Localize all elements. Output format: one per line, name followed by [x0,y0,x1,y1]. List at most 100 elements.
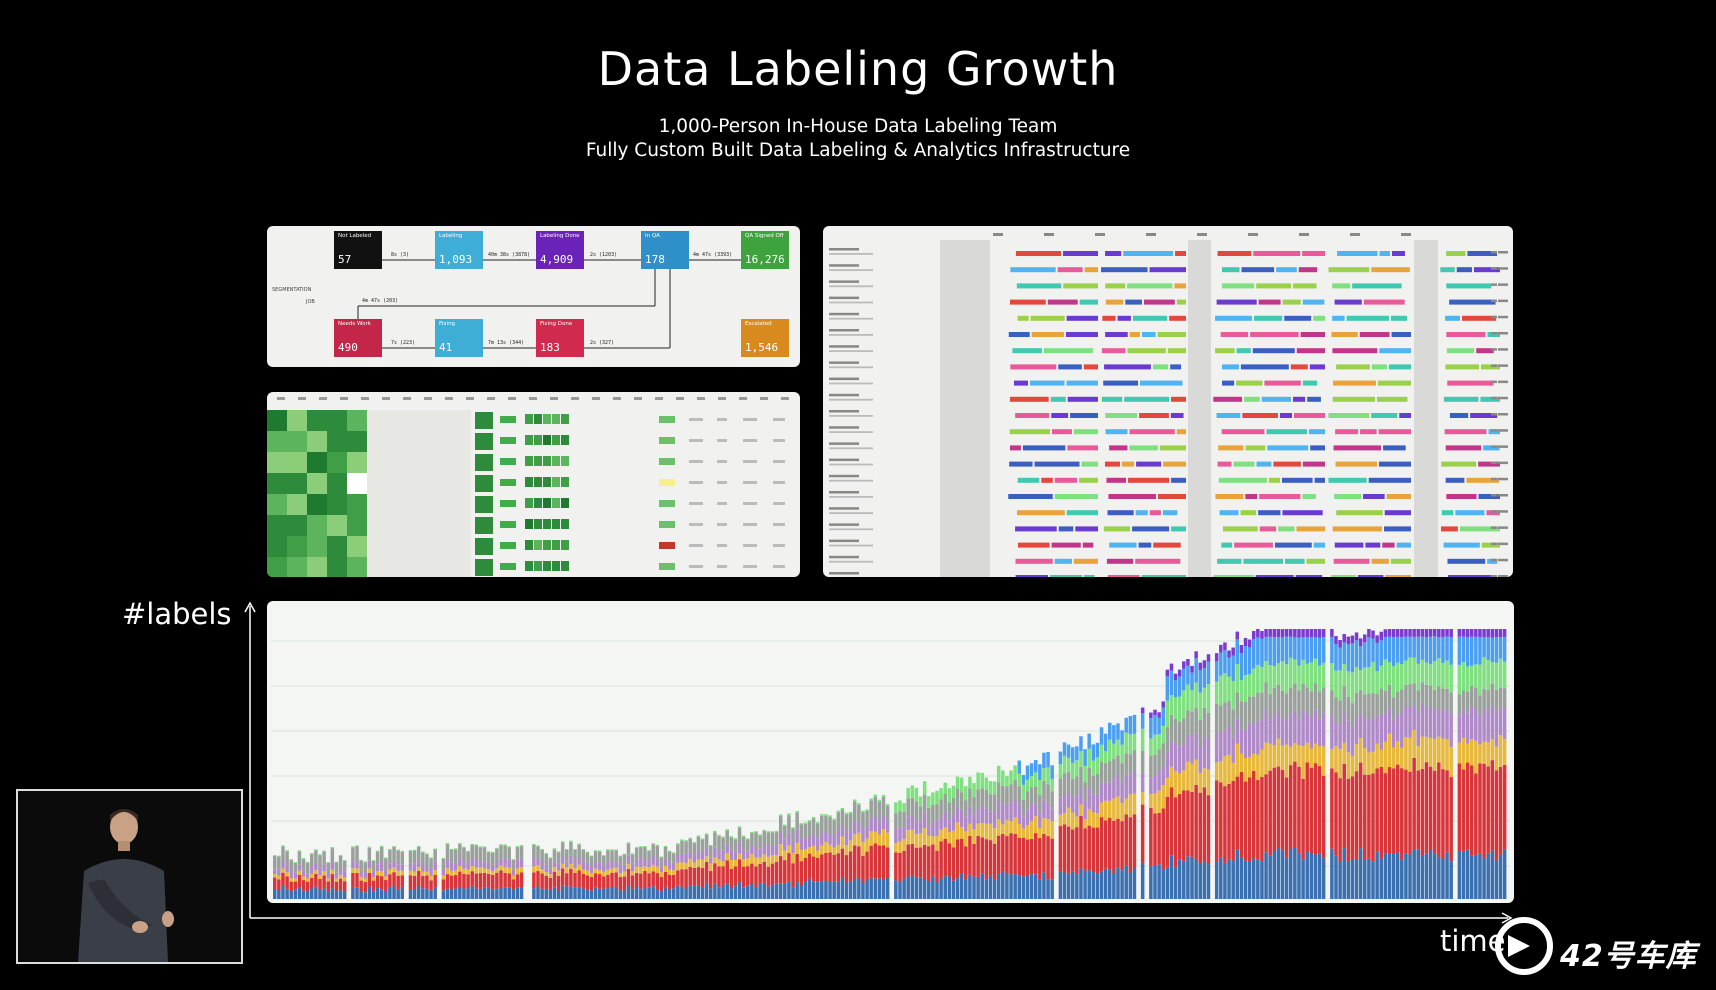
chart-bar-segment [939,878,943,899]
chart-bar-segment [902,839,906,852]
chart-bar-segment [1457,694,1462,716]
chart-bar-segment [355,846,359,862]
chart-bar-segment [643,847,647,859]
flow-node-value: 1,546 [745,341,779,354]
chart-bar-segment [692,842,697,844]
chart-bar-segment [1502,764,1507,850]
quality-bar [552,414,560,424]
chart-bar-segment [671,888,676,899]
chart-bar-segment [696,836,701,850]
chart-bar-segment [1083,870,1087,899]
chart-bar-segment [1194,785,1198,859]
timeline-hours [1498,267,1508,270]
chart-bar-segment [861,810,865,813]
chart-bar-segment [573,849,577,850]
timeline-segment [1332,348,1378,354]
timeline-segment [1368,477,1411,483]
timeline-segment [1276,267,1297,273]
chart-bar-segment [1260,630,1264,639]
chart-bar-segment [1465,743,1470,763]
chart-bar-segment [1124,798,1128,815]
timeline-segment [1295,575,1323,577]
chart-bar-segment [783,883,787,899]
chart-bar-segment [976,835,980,877]
chart-bar-segment [1025,765,1030,780]
chart-bar-segment [803,822,808,824]
chart-bar-segment [766,845,771,857]
chart-bar-segment [943,811,947,828]
timeline-segment [1383,445,1406,451]
chart-bar-segment [729,888,734,899]
chart-bar-segment [1075,776,1079,796]
chart-bar-segment [861,842,865,856]
chart-bar-segment [750,854,754,864]
chart-bar-segment [305,862,310,874]
timeline-segment [1008,494,1053,499]
row-stat [743,523,757,526]
chart-bar-segment [429,890,433,899]
timeline-segment [1441,510,1454,516]
timeline-row-label [829,248,859,251]
chart-bar-segment [622,890,627,899]
chart-bar-segment [766,832,771,846]
chart-bar-segment [643,846,647,848]
timeline-segment [1335,461,1377,467]
chart-bar-segment [1149,718,1153,739]
chart-bar-segment [1033,803,1038,817]
chart-bar-segment [634,858,639,867]
chart-bar-segment [560,868,565,886]
chart-bar-segment [569,868,573,887]
chart-bar-segment [622,864,627,872]
grid-header-tick [760,397,768,400]
chart-bar-segment [507,847,511,860]
chart-bar-segment [1264,661,1268,683]
chart-bar-segment [1437,857,1441,899]
chart-bar-segment [602,855,606,866]
chart-bar-segment [1132,866,1137,899]
chart-bar-segment [577,844,581,857]
chart-bar-segment [643,858,647,867]
chart-bar-segment [1317,691,1322,720]
chart-bar-segment [1416,712,1421,747]
timeline-segment [1236,380,1263,386]
chart-bar-segment [1379,665,1383,689]
chart-bar-segment [696,885,701,899]
chart-bar-segment [1029,804,1034,821]
chart-bar-segment [659,872,664,877]
tat-badge [659,437,675,444]
row-stat [717,460,727,463]
quality-bar [525,561,533,571]
chart-bar-segment [1149,794,1153,808]
chart-bar-segment [1441,688,1445,712]
chart-bar-segment [1083,749,1087,767]
chart-bar-segment [1301,637,1305,660]
chart-bar-segment [408,849,413,851]
timeline-segment [1281,477,1313,483]
chart-bar-segment [416,871,421,886]
chart-bar-segment [486,869,491,874]
grid-header-tick [739,397,747,400]
grid-header-tick [319,397,327,400]
chart-bar-segment [943,793,947,812]
chart-bar-segment [1062,773,1067,794]
chart-bar-segment [778,832,783,845]
chart-bar-segment [741,835,746,837]
chart-bar-segment [947,876,952,899]
timeline-hours [1498,429,1508,432]
chart-bar-segment [491,870,495,875]
chart-bar-segment [1140,804,1145,863]
chart-bar-segment [737,827,742,843]
chart-bar-segment [671,874,676,889]
chart-bar-segment [1338,700,1342,725]
chart-bar-segment [515,859,520,869]
chart-bar-segment [425,854,429,866]
chart-bar-segment [1280,629,1285,638]
chart-bar-segment [552,871,557,888]
chart-bar-segment [458,857,462,867]
chart-bar-segment [1169,695,1174,715]
chart-bar-segment [828,844,832,853]
chart-bar-segment [1124,814,1128,866]
chart-bar-segment [540,873,544,889]
timeline-segment [1241,267,1275,273]
timeline-segment [1175,251,1186,256]
